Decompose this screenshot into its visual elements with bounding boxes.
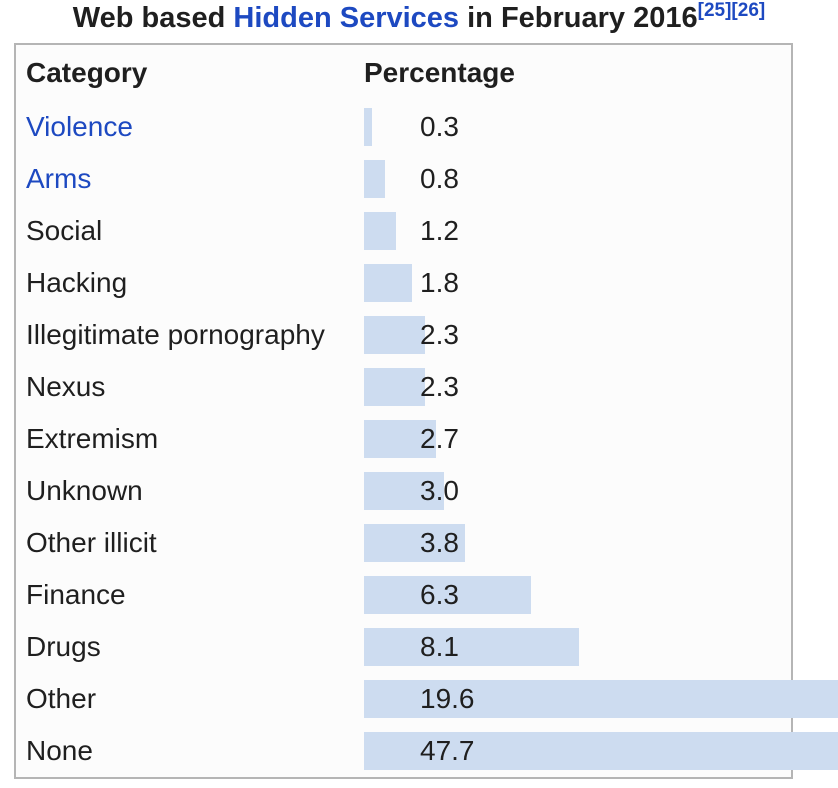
table-row: Finance 6.3 xyxy=(16,569,791,621)
table-row: Hacking 1.8 xyxy=(16,257,791,309)
column-header-category: Category xyxy=(26,57,148,88)
category-label: Hacking xyxy=(26,267,128,298)
percentage-value: 0.8 xyxy=(420,163,459,194)
column-header-percentage: Percentage xyxy=(364,57,515,88)
table-row: Extremism 2.7 xyxy=(16,413,791,465)
table-body: Violence 0.3 Arms 0.8 Social 1.2 Hacking 1.8 Ill… xyxy=(16,101,838,777)
citation-26-link[interactable]: [26] xyxy=(731,0,766,21)
percentage-value: 3.8 xyxy=(420,527,459,558)
table-row: Violence 0.3 xyxy=(16,101,791,153)
title-citations: [25][26] xyxy=(698,0,766,21)
table-row: Nexus 2.3 xyxy=(16,361,791,413)
percentage-value: 1.2 xyxy=(420,215,459,246)
table-header-row: Category Percentage xyxy=(16,45,791,101)
category-label: Drugs xyxy=(26,631,101,662)
category-link[interactable]: Violence xyxy=(26,111,133,142)
title-text-before: Web based xyxy=(72,2,234,34)
table-row: Illegitimate pornography 2.3 xyxy=(16,309,791,361)
table-row: Arms 0.8 xyxy=(16,153,791,205)
category-label: Other illicit xyxy=(26,527,157,558)
percentage-value: 2.3 xyxy=(420,371,459,402)
citation-25-link[interactable]: [25] xyxy=(697,0,732,21)
percentage-bar xyxy=(364,732,838,770)
page-title: Web based Hidden Services in February 20… xyxy=(0,0,838,35)
percentage-bar xyxy=(364,472,444,510)
percentage-value: 6.3 xyxy=(420,579,459,610)
percentage-bar xyxy=(364,212,396,250)
percentage-bar xyxy=(364,628,579,666)
table-row: None 47.7 xyxy=(16,725,838,777)
category-label: Illegitimate pornography xyxy=(26,319,325,350)
percentage-bar xyxy=(364,368,425,406)
table-row: Other illicit 3.8 xyxy=(16,517,791,569)
percentage-value: 19.6 xyxy=(420,683,475,714)
category-label: Unknown xyxy=(26,475,143,506)
hidden-services-link[interactable]: Hidden Services xyxy=(233,2,460,34)
table-row: Drugs 8.1 xyxy=(16,621,791,673)
percentage-value: 2.3 xyxy=(420,319,459,350)
percentage-value: 47.7 xyxy=(420,735,475,766)
percentage-bar xyxy=(364,264,412,302)
category-label: Finance xyxy=(26,579,126,610)
percentage-value: 8.1 xyxy=(420,631,459,662)
percentage-value: 1.8 xyxy=(420,267,459,298)
percentage-value: 2.7 xyxy=(420,423,459,454)
table-row: Social 1.2 xyxy=(16,205,791,257)
category-label: Extremism xyxy=(26,423,159,454)
category-label: None xyxy=(26,735,93,766)
percentage-bar xyxy=(364,524,465,562)
category-label: Other xyxy=(26,683,97,714)
table-row: Other 19.6 xyxy=(16,673,838,725)
hidden-services-table: Category Percentage Violence 0.3 Arms 0.8 So… xyxy=(14,43,838,779)
category-label: Nexus xyxy=(26,371,106,402)
percentage-bar xyxy=(364,316,425,354)
percentage-value: 0.3 xyxy=(420,111,459,142)
percentage-bar xyxy=(364,420,436,458)
category-link[interactable]: Arms xyxy=(26,163,92,194)
title-text-after: in February 2016 xyxy=(459,2,698,34)
percentage-bar xyxy=(364,576,531,614)
category-label: Social xyxy=(26,215,103,246)
table-row: Unknown 3.0 xyxy=(16,465,791,517)
percentage-bar xyxy=(364,680,838,718)
percentage-bar xyxy=(364,160,385,198)
percentage-bar xyxy=(364,108,372,146)
percentage-value: 3.0 xyxy=(420,475,459,506)
